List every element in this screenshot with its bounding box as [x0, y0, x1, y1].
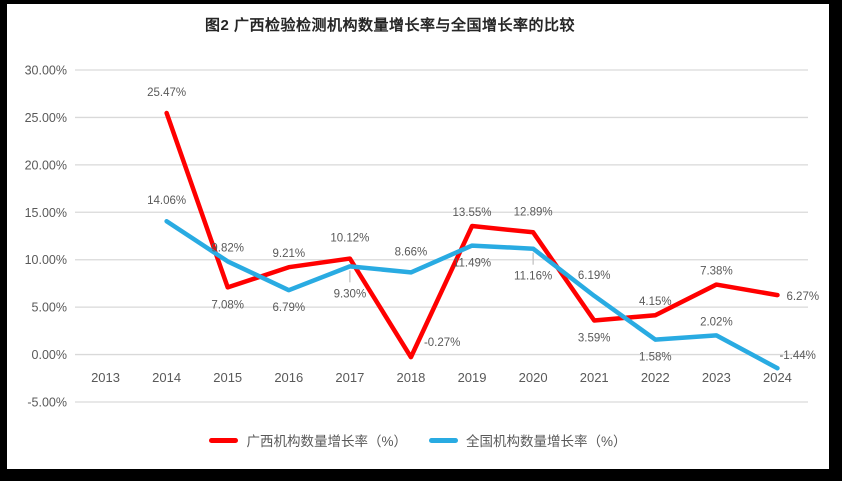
line-chart: 30.00% 25.00% 20.00% 15.00% 10.00% 5.00% 0.00%… — [25, 64, 819, 410]
x-axis-tick-label: 2024 — [763, 370, 792, 385]
data-label: 11.49% — [453, 258, 491, 270]
data-label: -0.27% — [424, 337, 460, 349]
data-label: 3.59% — [578, 333, 611, 345]
y-axis-tick-label: 5.00% — [32, 301, 67, 315]
x-axis-tick-label: 2015 — [213, 370, 242, 385]
legend-item-national: 全国机构数量增长率（%） — [429, 430, 627, 450]
legend-label-guangxi: 广西机构数量增长率（%） — [246, 434, 407, 449]
x-axis-tick-label: 2017 — [335, 370, 364, 385]
chart-legend: 广西机构数量增长率（%） 全国机构数量增长率（%） — [7, 430, 829, 450]
y-axis-tick-label: -5.00% — [27, 396, 67, 410]
data-label: 11.16% — [514, 271, 552, 283]
y-axis-tick-label: 25.00% — [25, 111, 67, 125]
y-axis-tick-label: 30.00% — [25, 64, 67, 78]
y-axis-tick-label: 20.00% — [25, 158, 67, 172]
x-axis-tick-label: 2023 — [702, 370, 731, 385]
x-axis-tick-label: 2016 — [274, 370, 303, 385]
data-label: 6.79% — [272, 302, 305, 314]
x-axis-tick-label: 2018 — [396, 370, 425, 385]
x-axis-tick-label: 2020 — [519, 370, 548, 385]
series-line-1 — [164, 218, 780, 371]
legend-label-national: 全国机构数量增长率（%） — [466, 434, 627, 449]
data-label: 4.15% — [639, 296, 672, 308]
x-axis-tick-label: 2019 — [458, 370, 487, 385]
data-label: 9.30% — [334, 288, 367, 300]
data-label: 9.21% — [272, 248, 305, 260]
data-label: 2.02% — [700, 316, 733, 328]
legend-item-guangxi: 广西机构数量增长率（%） — [209, 430, 407, 450]
data-label: 10.12% — [330, 233, 369, 245]
x-axis-tick-label: 2014 — [152, 370, 181, 385]
x-axis-tick-label: 2013 — [91, 370, 120, 385]
data-label: 7.08% — [211, 299, 244, 311]
chart-title: 图2 广西检验检测机构数量增长率与全国增长率的比较 — [204, 17, 575, 34]
data-label: 13.55% — [453, 207, 492, 219]
guangxi-series-swatch-icon — [209, 437, 239, 443]
national-series-swatch-icon — [429, 437, 458, 443]
x-axis-tick-label: 2022 — [641, 370, 670, 385]
y-axis-tick-label: 0.00% — [32, 348, 67, 362]
data-label: 8.66% — [395, 246, 428, 258]
y-axis-tick-label: 15.00% — [25, 206, 67, 220]
data-label: -1.44% — [779, 350, 815, 362]
data-label: 6.19% — [578, 270, 611, 282]
data-label: 25.47% — [147, 87, 186, 99]
data-label: 14.06% — [147, 195, 186, 207]
chart-canvas: 图2 广西检验检测机构数量增长率与全国增长率的比较 30.00% 25.00% 20… — [7, 4, 829, 469]
x-axis-tick-label: 2021 — [580, 370, 609, 385]
data-label: 6.27% — [786, 291, 819, 303]
series-line-0 — [164, 110, 780, 360]
data-label: 7.38% — [700, 266, 733, 278]
data-label: 12.89% — [514, 206, 553, 218]
data-label: 1.58% — [639, 352, 672, 364]
y-axis-tick-label: 10.00% — [25, 253, 67, 267]
data-label: 9.82% — [211, 242, 244, 254]
